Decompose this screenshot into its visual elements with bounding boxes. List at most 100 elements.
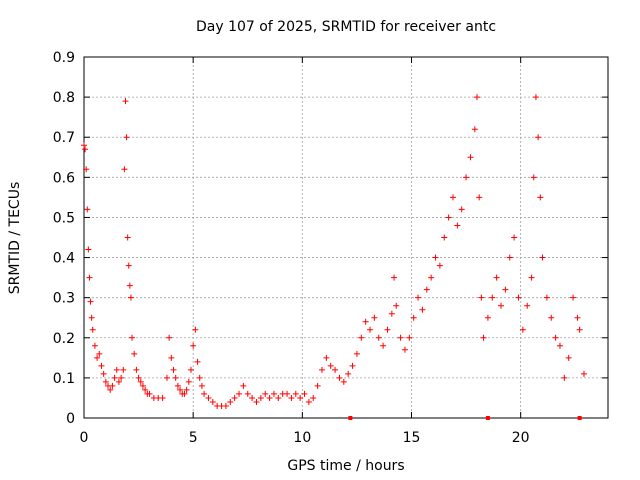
data-point [532, 94, 539, 101]
data-point [539, 254, 546, 261]
y-tick-label: 0.5 [53, 210, 75, 226]
y-tick-label: 0 [66, 411, 75, 427]
data-point [85, 246, 92, 253]
data-point [109, 382, 116, 389]
data-point [174, 382, 181, 389]
data-point [183, 386, 190, 393]
data-point [428, 274, 435, 281]
data-point [305, 398, 312, 405]
data-point [380, 342, 387, 349]
data-point [222, 402, 229, 409]
data-point [528, 274, 535, 281]
data-point [419, 306, 426, 313]
data-point [467, 154, 474, 161]
data-point [384, 326, 391, 333]
data-point [445, 214, 452, 221]
data-point [249, 394, 256, 401]
data-point [196, 374, 203, 381]
data-point [275, 394, 282, 401]
data-point [129, 334, 136, 341]
data-point [537, 194, 544, 201]
x-tick-label: 20 [512, 430, 530, 446]
data-point [310, 394, 317, 401]
data-point [100, 370, 107, 377]
data-point [82, 146, 89, 153]
data-point [511, 234, 518, 241]
data-point [406, 334, 413, 341]
data-point [159, 394, 166, 401]
data-point [168, 354, 175, 361]
data-point [139, 382, 146, 389]
data-point [502, 286, 509, 293]
data-point [388, 310, 395, 317]
y-tick-label: 0.8 [53, 90, 75, 106]
data-point [367, 326, 374, 333]
data-point [480, 334, 487, 341]
data-point [449, 194, 456, 201]
data-point [135, 374, 142, 381]
data-point [454, 222, 461, 229]
data-point [530, 174, 537, 181]
data-point [84, 206, 91, 213]
x-tick-label: 5 [189, 430, 198, 446]
data-point [115, 378, 122, 385]
y-tick-label: 0.3 [53, 291, 75, 307]
data-point [353, 350, 360, 357]
data-point [163, 374, 170, 381]
data-point [201, 390, 208, 397]
data-point [124, 234, 131, 241]
data-point [524, 302, 531, 309]
y-tick-label: 0.4 [53, 251, 75, 267]
data-point [493, 274, 500, 281]
data-point [391, 274, 398, 281]
data-point [86, 274, 93, 281]
data-point [192, 326, 199, 333]
data-point [113, 366, 120, 373]
data-point [474, 94, 480, 101]
data-point [266, 394, 273, 401]
data-point [362, 318, 369, 325]
data-point [327, 362, 334, 369]
data-point [543, 294, 550, 301]
y-axis-label: SRMTID / TECUs [7, 182, 23, 295]
x-axis-marker [485, 416, 490, 420]
data-point [401, 346, 408, 353]
data-point [166, 334, 173, 341]
x-tick-label: 0 [80, 430, 89, 446]
data-point [358, 334, 365, 341]
data-point [292, 390, 299, 397]
data-point [489, 294, 496, 301]
data-point [552, 334, 559, 341]
x-tick-label: 10 [293, 430, 311, 446]
x-axis-marker [577, 416, 582, 420]
x-tick-label: 15 [403, 430, 421, 446]
y-tick-label: 0.9 [53, 50, 75, 66]
data-point [484, 314, 491, 321]
data-point [89, 326, 96, 333]
data-point [332, 366, 339, 373]
data-point [574, 314, 581, 321]
data-point [94, 354, 101, 361]
data-point [121, 166, 128, 173]
data-point [244, 390, 251, 397]
data-point [297, 394, 304, 401]
data-point [190, 342, 197, 349]
data-point [556, 342, 563, 349]
data-point [91, 342, 98, 349]
data-point [96, 350, 103, 357]
data-point [458, 206, 465, 213]
data-point [371, 314, 378, 321]
data-point [88, 314, 95, 321]
data-point [301, 390, 308, 397]
data-point [185, 378, 192, 385]
data-point [498, 302, 505, 309]
y-tick-label: 0.7 [53, 130, 75, 146]
data-point [535, 134, 542, 141]
data-point [519, 326, 526, 333]
data-point [375, 334, 382, 341]
data-point [131, 350, 138, 357]
data-point [231, 394, 238, 401]
data-point [441, 234, 448, 241]
data-point [580, 370, 587, 377]
data-point [198, 382, 205, 389]
